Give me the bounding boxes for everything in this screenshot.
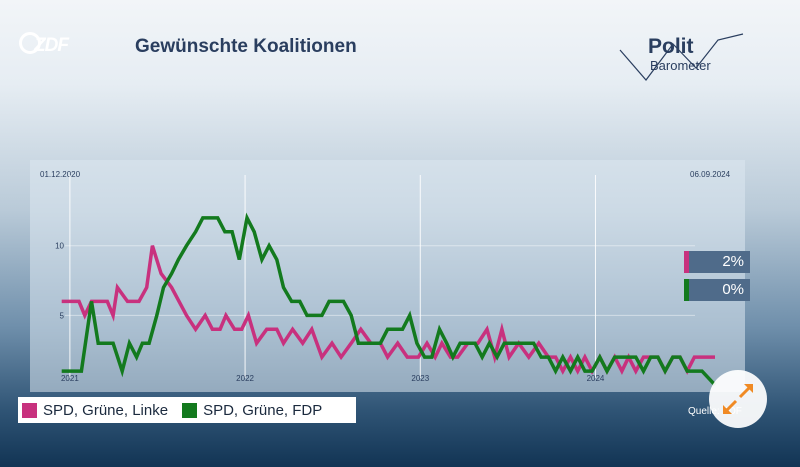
brand-title: Polit	[648, 35, 694, 58]
legend-swatch-linke	[22, 402, 37, 418]
end-badge-linke-value: 2%	[722, 253, 744, 270]
legend-item-linke: SPD, Grüne, Linke	[22, 402, 168, 419]
y-tick-label-5: 5	[60, 311, 65, 320]
series-line-spd-gruene-linke	[61, 245, 715, 376]
end-badge-fdp-color	[684, 279, 689, 301]
legend-item-fdp: SPD, Grüne, FDP	[182, 402, 322, 419]
zdf-logo-text: ZDF	[34, 35, 69, 56]
expand-button[interactable]	[709, 370, 767, 428]
chart-legend: SPD, Grüne, Linke SPD, Grüne, FDP	[18, 397, 356, 423]
politbarometer-logo-icon	[619, 33, 744, 81]
y-tick-label-10: 10	[55, 242, 64, 251]
legend-label-linke: SPD, Grüne, Linke	[43, 401, 169, 419]
end-badge-linke: 2%	[684, 251, 750, 273]
page-title: Gewünschte Koalitionen	[135, 36, 357, 57]
end-badge-linke-color	[684, 251, 689, 273]
brand-subtitle: Barometer	[650, 58, 711, 73]
x-tick-label-2023: 2023	[411, 374, 429, 383]
end-badge-fdp-value: 0%	[722, 281, 744, 298]
x-tick-label-2021: 2021	[61, 374, 79, 383]
start-date-label: 01.12.2020	[40, 170, 81, 179]
end-badge-fdp: 0%	[684, 279, 750, 301]
expand-arrows-icon	[723, 384, 753, 414]
legend-swatch-fdp	[182, 402, 198, 418]
zdf-logo-ring-icon	[19, 32, 41, 54]
series-line-spd-gruene-fdp	[61, 212, 717, 387]
x-tick-label-2022: 2022	[236, 374, 254, 383]
end-date-label: 06.09.2024	[690, 170, 731, 179]
x-tick-label-2024: 2024	[587, 374, 605, 383]
legend-label-fdp: SPD, Grüne, FDP	[203, 401, 323, 419]
